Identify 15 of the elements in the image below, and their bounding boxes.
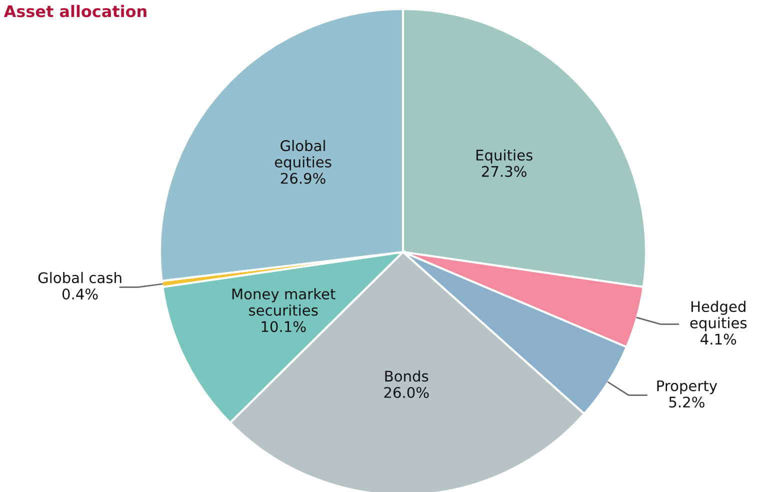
chart-title: Asset allocation [4,4,146,18]
slice-label: Property [657,380,718,394]
data-label: 4.1% [700,334,736,345]
slice-label: Hedged equities [690,300,747,332]
data-label: 26.9% [280,172,326,184]
slice-label: Money market securities [232,288,336,316]
data-label: 5.2% [669,396,704,408]
data-label: 0.4% [62,288,98,300]
slice-label: Bonds [385,370,428,382]
slice-label: Equities [476,149,532,164]
slice-label: Global cash [38,272,122,284]
data-label: 27.3% [482,166,526,177]
slice-label: Global equities [274,140,332,170]
data-label: 26.0% [384,386,429,398]
data-label: 10.1% [262,321,306,332]
